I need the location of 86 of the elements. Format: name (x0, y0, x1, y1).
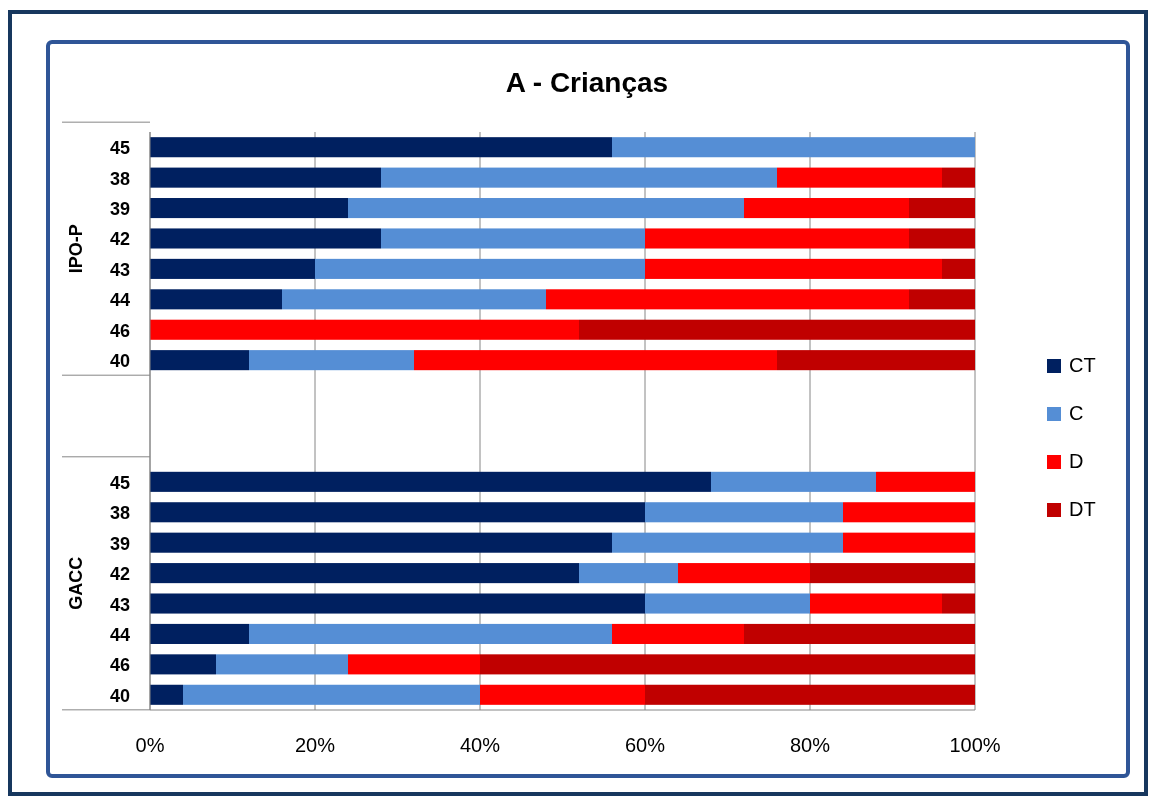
bar (777, 167, 942, 188)
bar (282, 289, 546, 310)
bar (150, 684, 183, 705)
y-tick-label: 45 (109, 472, 130, 493)
bar (909, 198, 975, 219)
y-tick-label: 40 (109, 351, 130, 372)
bar (546, 289, 909, 310)
bar (744, 198, 909, 219)
x-tick-label: 40% (459, 734, 501, 756)
bar (612, 623, 744, 644)
bar (150, 289, 282, 310)
bar (150, 228, 381, 249)
bar (249, 623, 612, 644)
bar (150, 198, 348, 219)
text: IPO-P (66, 224, 86, 274)
bar (909, 289, 975, 310)
legend-label: D (1069, 450, 1084, 472)
bar (414, 350, 777, 371)
y-tick-label: 38 (109, 168, 130, 189)
y-tick-label: 39 (109, 199, 130, 220)
bar (645, 502, 843, 523)
x-tick-label: 80% (789, 734, 831, 756)
bar (315, 258, 645, 279)
bar (942, 593, 975, 614)
bar (579, 319, 975, 340)
y-tick-label: 43 (109, 594, 130, 615)
bar (348, 654, 480, 675)
bar (150, 593, 645, 614)
bar (150, 167, 381, 188)
bar (150, 350, 249, 371)
bar (645, 593, 810, 614)
bar (249, 350, 414, 371)
x-tick-label: 0% (135, 734, 165, 756)
y-tick-label: 44 (109, 290, 130, 311)
bar (150, 654, 216, 675)
text: GACC (66, 556, 86, 610)
bar (579, 563, 678, 584)
bar (711, 471, 876, 492)
y-tick-label: 43 (109, 259, 130, 280)
bar (942, 258, 975, 279)
bar (810, 593, 942, 614)
legend-label: C (1069, 402, 1084, 424)
bar (876, 471, 975, 492)
bar (480, 684, 645, 705)
y-tick-label: 39 (109, 533, 130, 554)
y-tick-label: 44 (109, 624, 130, 645)
bar (612, 137, 975, 158)
bar (150, 258, 315, 279)
bar (150, 532, 612, 553)
bar (777, 350, 975, 371)
bar (810, 563, 975, 584)
y-tick-label: 40 (109, 685, 130, 706)
bar (843, 532, 975, 553)
x-tick-label: 100% (949, 734, 1001, 756)
bar (612, 532, 843, 553)
bar (150, 502, 645, 523)
y-tick-label: 42 (109, 229, 130, 250)
bar (150, 563, 579, 584)
bar (645, 684, 975, 705)
bar (678, 563, 810, 584)
bar (942, 167, 975, 188)
bar (645, 228, 909, 249)
x-tick-label: 60% (624, 734, 666, 756)
bar (150, 471, 711, 492)
y-tick-label: 42 (109, 564, 130, 585)
x-tick-label: 20% (294, 734, 336, 756)
y-tick-label: 45 (109, 138, 130, 159)
y-tick-label: 46 (109, 320, 130, 341)
y-tick-label: 38 (109, 503, 130, 524)
bar (183, 684, 480, 705)
bar (909, 228, 975, 249)
bar (381, 228, 645, 249)
legend-label: DT (1069, 498, 1096, 520)
bar (843, 502, 975, 523)
bar (645, 258, 942, 279)
legend-label: CT (1069, 354, 1096, 376)
bar (150, 319, 579, 340)
chart-title: A - Crianças (505, 67, 669, 98)
bar (150, 137, 612, 158)
bar (480, 654, 975, 675)
bar (150, 623, 249, 644)
bar (744, 623, 975, 644)
y-tick-label: 46 (109, 655, 130, 676)
bar (348, 198, 744, 219)
bar (216, 654, 348, 675)
bar (381, 167, 777, 188)
